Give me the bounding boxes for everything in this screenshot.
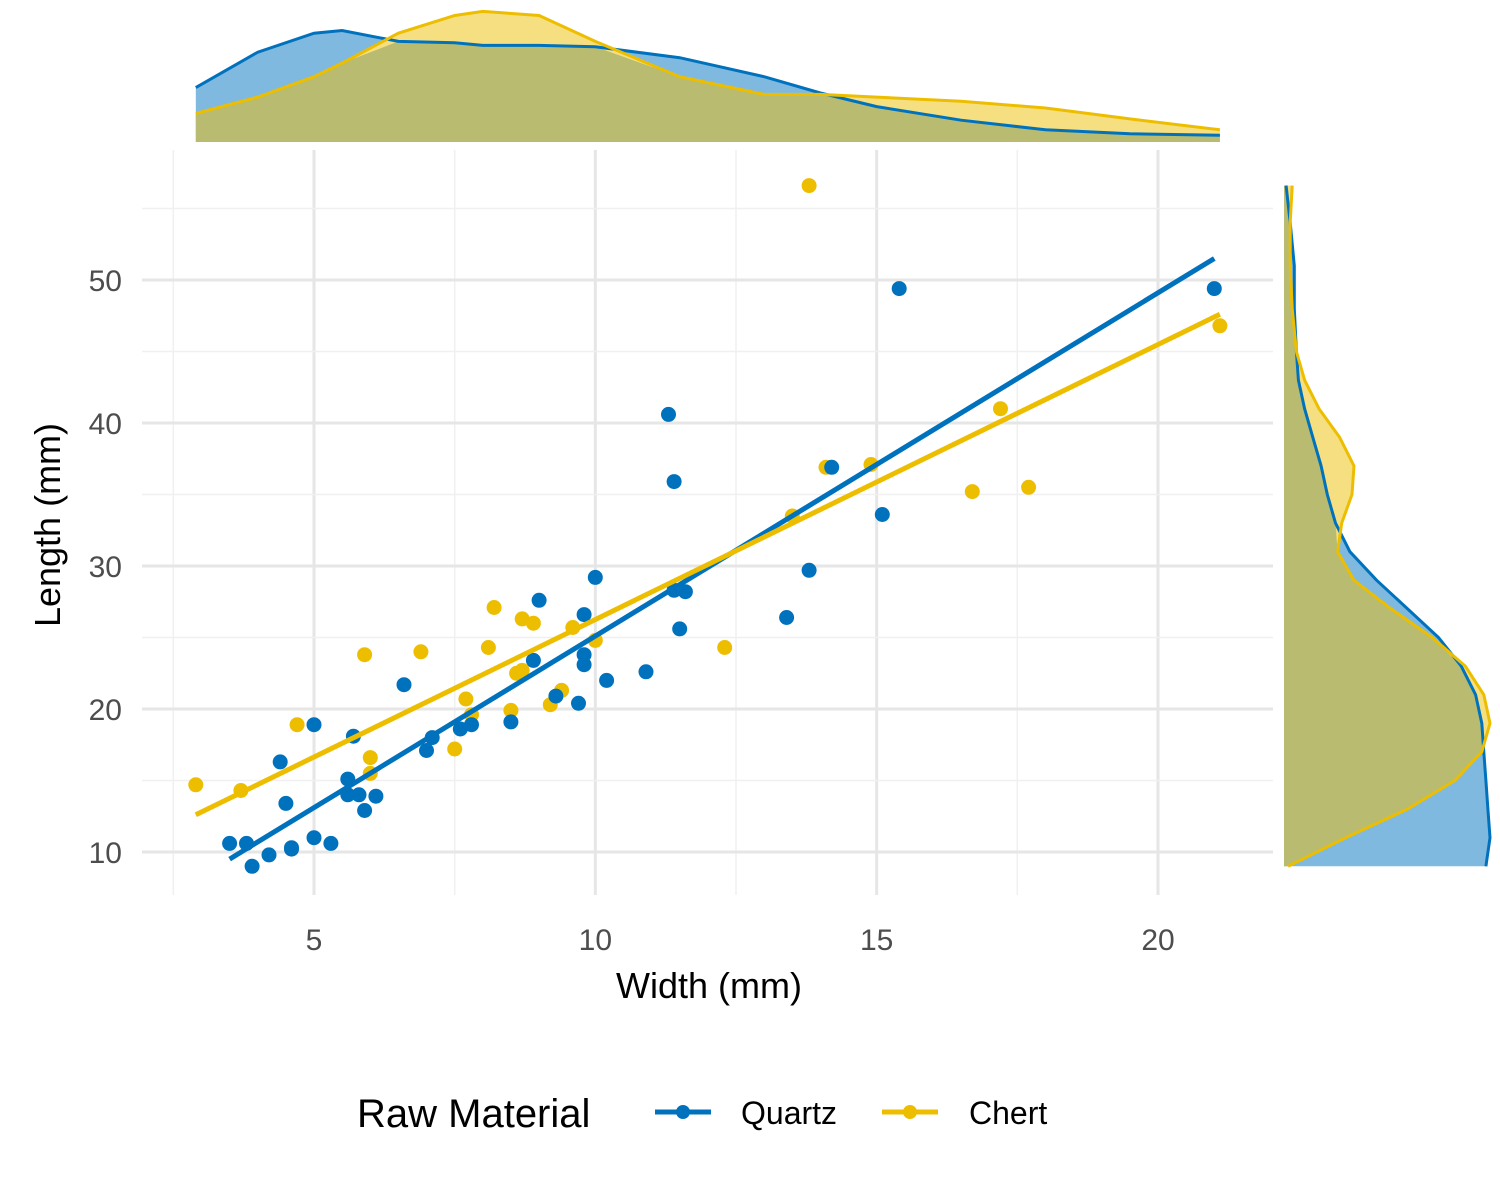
point-chert <box>1212 318 1228 334</box>
legend-label-chert: Chert <box>969 1095 1047 1131</box>
point-quartz <box>576 647 592 663</box>
legend-label-quartz: Quartz <box>741 1095 837 1131</box>
point-quartz <box>571 695 586 711</box>
point-quartz <box>351 787 367 803</box>
point-quartz <box>599 672 615 688</box>
point-quartz <box>677 584 693 600</box>
point-quartz <box>396 677 412 693</box>
point-quartz <box>284 840 299 856</box>
legend-title: Raw Material <box>357 1092 590 1136</box>
point-chert <box>486 600 502 615</box>
legend-item-quartz: Quartz <box>655 1095 837 1131</box>
x-tick-label: 10 <box>579 924 612 957</box>
point-quartz <box>661 406 676 422</box>
point-quartz <box>278 795 294 811</box>
point-quartz <box>779 610 795 625</box>
point-quartz <box>891 281 907 297</box>
point-quartz <box>666 474 682 490</box>
point-chert <box>357 647 373 663</box>
point-quartz <box>638 664 654 680</box>
density-line-chert-x <box>195 9 1221 132</box>
point-quartz <box>464 717 479 733</box>
point-chert <box>993 401 1008 417</box>
legend-key-dot-chert <box>903 1105 917 1119</box>
point-quartz <box>244 858 260 874</box>
x-tick-label: 20 <box>1141 924 1174 957</box>
marginal-x-density <box>195 9 1221 143</box>
point-quartz <box>548 688 564 704</box>
legend-key-dot-quartz <box>676 1105 690 1119</box>
grid-lines <box>142 150 1273 895</box>
x-tick-label: 5 <box>306 924 323 957</box>
y-tick-label: 40 <box>89 408 122 441</box>
point-chert <box>503 702 519 718</box>
trend-line-chert <box>194 312 1221 818</box>
x-tick-label: 15 <box>860 924 893 957</box>
point-quartz <box>587 569 603 585</box>
point-chert <box>362 750 378 766</box>
point-chert <box>289 717 305 733</box>
point-quartz <box>874 507 890 522</box>
legend: Raw Material Quartz Chert <box>357 1092 1047 1136</box>
point-quartz <box>801 562 817 578</box>
y-tick-label: 20 <box>89 694 122 727</box>
y-tick-label: 50 <box>89 265 122 298</box>
point-chert <box>447 741 463 757</box>
point-quartz <box>525 652 541 668</box>
point-chert <box>964 484 980 500</box>
point-quartz <box>824 459 840 475</box>
point-quartz <box>368 788 384 804</box>
point-quartz <box>222 835 238 851</box>
point-quartz <box>357 803 373 818</box>
x-axis-title: Width (mm) <box>616 965 802 1006</box>
point-chert <box>525 615 541 631</box>
density-area-overlap-y <box>1284 185 1482 867</box>
point-quartz <box>419 743 434 758</box>
point-quartz <box>306 830 322 846</box>
y-axis-title: Length (mm) <box>27 423 68 627</box>
density-line-quartz-x <box>195 28 1220 137</box>
point-quartz <box>323 835 339 851</box>
point-quartz <box>503 714 519 730</box>
point-chert <box>188 777 204 793</box>
point-chert <box>801 178 817 194</box>
point-chert <box>1021 479 1037 495</box>
point-chert <box>413 644 429 660</box>
point-quartz <box>306 717 322 733</box>
point-quartz <box>272 754 288 770</box>
point-chert <box>514 662 530 678</box>
point-quartz <box>531 592 547 608</box>
point-chert <box>717 640 733 655</box>
x-tick-labels: 5 10 15 20 <box>306 924 1175 957</box>
y-tick-labels: 10 20 30 40 50 <box>89 265 122 870</box>
density-area-overlap-x <box>195 41 1220 142</box>
y-tick-label: 30 <box>89 551 122 584</box>
marginal-y-density <box>1284 185 1492 868</box>
point-chert <box>480 640 496 655</box>
y-tick-label: 10 <box>89 837 122 870</box>
point-quartz <box>576 607 592 623</box>
point-quartz <box>1206 281 1222 297</box>
point-quartz <box>261 847 277 863</box>
trend-lines <box>194 256 1221 862</box>
point-chert <box>458 691 474 707</box>
point-quartz <box>672 621 688 637</box>
density-line-chert-y <box>1287 185 1492 868</box>
data-points <box>188 178 1228 874</box>
legend-item-chert: Chert <box>882 1095 1047 1131</box>
